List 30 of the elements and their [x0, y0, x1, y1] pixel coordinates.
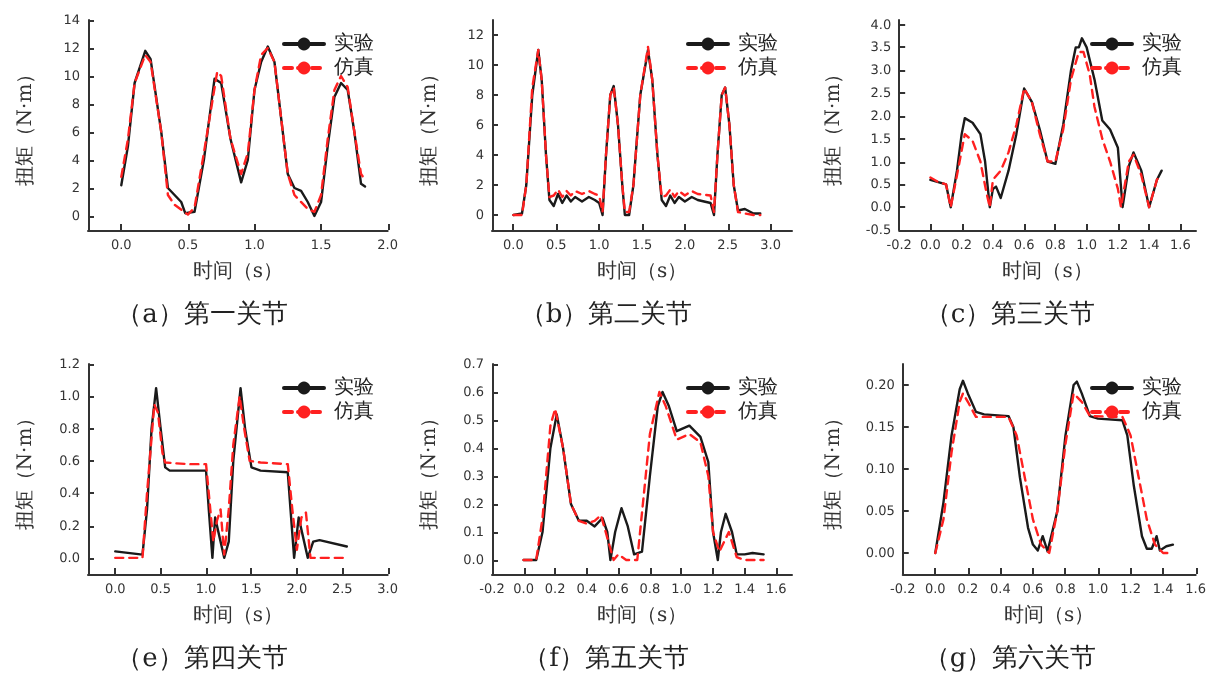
legend-label: 仿真 — [1140, 399, 1182, 423]
text: （c）第三关节 — [924, 300, 1096, 330]
legend-label: 实验 — [1142, 375, 1182, 399]
y-axis-title: 扭矩（N·m） — [417, 407, 441, 531]
legend-label: 仿真 — [736, 399, 778, 423]
y-axis-title: 扭矩（N·m） — [821, 63, 845, 187]
legend-label: 实验 — [334, 375, 374, 399]
legend-label: 仿真 — [1140, 55, 1182, 79]
y-axis-title: 扭矩（N·m） — [13, 63, 37, 187]
y-axis-title: 扭矩（N·m） — [821, 407, 845, 531]
legend-label: 实验 — [334, 31, 374, 55]
legend-label: 实验 — [1142, 31, 1182, 55]
x-axis-title: 时间（s） — [1004, 603, 1095, 627]
x-axis-title: 时间（s） — [1002, 259, 1093, 283]
text: （a）第一关节 — [116, 300, 288, 330]
legend-label: 仿真 — [332, 55, 374, 79]
legend-label: 仿真 — [736, 55, 778, 79]
legend-label: 仿真 — [332, 399, 374, 423]
text: （e）第四关节 — [116, 644, 288, 674]
x-axis-title: 时间（s） — [596, 603, 688, 627]
legend-label: 实验 — [738, 31, 778, 55]
x-axis-title: 时间（s） — [596, 259, 688, 283]
text: （b）第二关节 — [519, 300, 693, 330]
text: （f）第五关节 — [523, 644, 689, 674]
text: （g）第六关节 — [923, 644, 1097, 674]
x-axis-title: 时间（s） — [192, 259, 283, 283]
y-axis-title: 扭矩（N·m） — [417, 63, 441, 187]
y-axis-title: 扭矩（N·m） — [13, 407, 37, 531]
legend-label: 实验 — [738, 375, 778, 399]
x-axis-title: 时间（s） — [192, 603, 283, 627]
